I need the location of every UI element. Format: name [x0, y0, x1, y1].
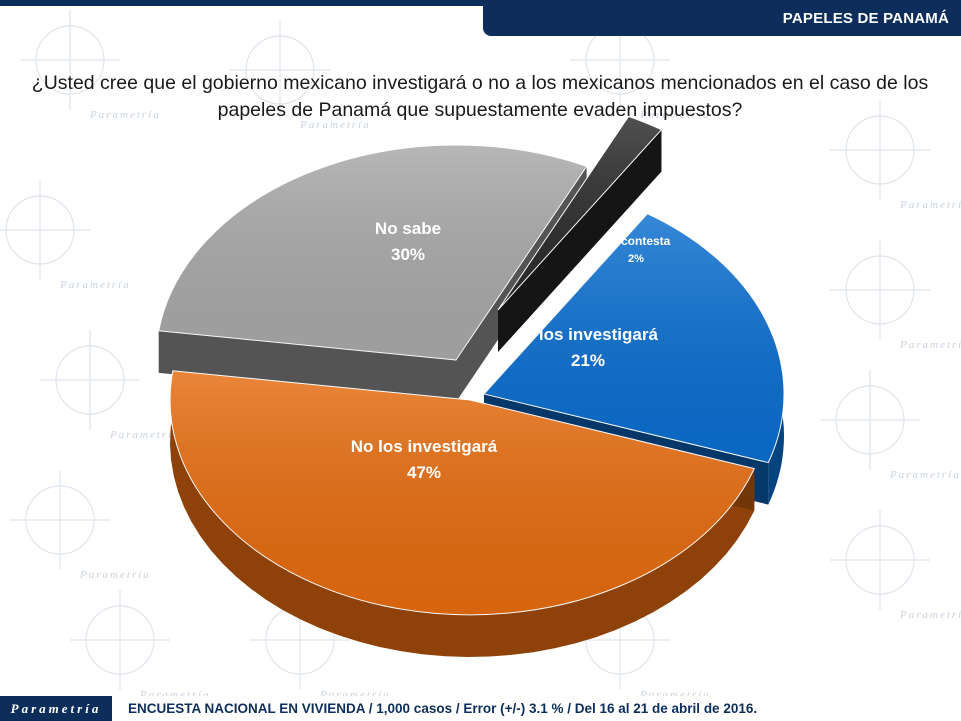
footer-bar: Parametría ENCUESTA NACIONAL EN VIVIENDA…: [0, 696, 961, 721]
watermark-text: Parametría: [79, 569, 151, 581]
pie-slice-label-0: Sí los investigará: [518, 325, 658, 344]
pie-slice-gloss-2: [158, 144, 587, 360]
watermark-text: Parametría: [899, 609, 961, 621]
pie-slice-edge-2: [158, 330, 457, 402]
watermark-text: Parametría: [109, 429, 181, 441]
watermark-text: Parametría: [899, 199, 961, 211]
footer-note: ENCUESTA NACIONAL EN VIVIENDA / 1,000 ca…: [128, 701, 758, 716]
pie-slice-gloss-0: [484, 213, 784, 463]
watermark-text: Parametría: [639, 109, 711, 121]
pie-slice-value-3: 2%: [628, 253, 644, 265]
watermark-text: Parametría: [299, 119, 371, 131]
pie-slice-label-2: No sabe: [375, 219, 441, 238]
pie-slice-wall-1: [170, 370, 755, 657]
top-bar: [0, 0, 961, 6]
pie-slice-value-0: 21%: [571, 351, 605, 370]
survey-question: ¿Usted cree que el gobierno mexicano inv…: [31, 72, 929, 121]
pie-slice-label-1: No los investigará: [351, 437, 498, 456]
pie-slice-value-2: 30%: [391, 245, 425, 264]
watermark-text: Parametría: [889, 469, 961, 481]
pie-slice-value-1: 47%: [407, 463, 441, 482]
pie-slice-label-3: No contesta: [602, 234, 671, 248]
watermark-text: Parametría: [899, 339, 961, 351]
footer-brand-logo: Parametría: [0, 696, 112, 721]
watermark-text: Parametría: [89, 109, 161, 121]
pie-slice-gloss-3: [498, 116, 662, 311]
pie-slice-edge-3: [498, 129, 662, 352]
watermark-text: Parametría: [59, 279, 131, 291]
header-tab: PAPELES DE PANAMÁ: [483, 0, 961, 36]
header-title: PAPELES DE PANAMÁ: [782, 9, 949, 27]
pie-slice-gloss-1: [170, 370, 755, 615]
